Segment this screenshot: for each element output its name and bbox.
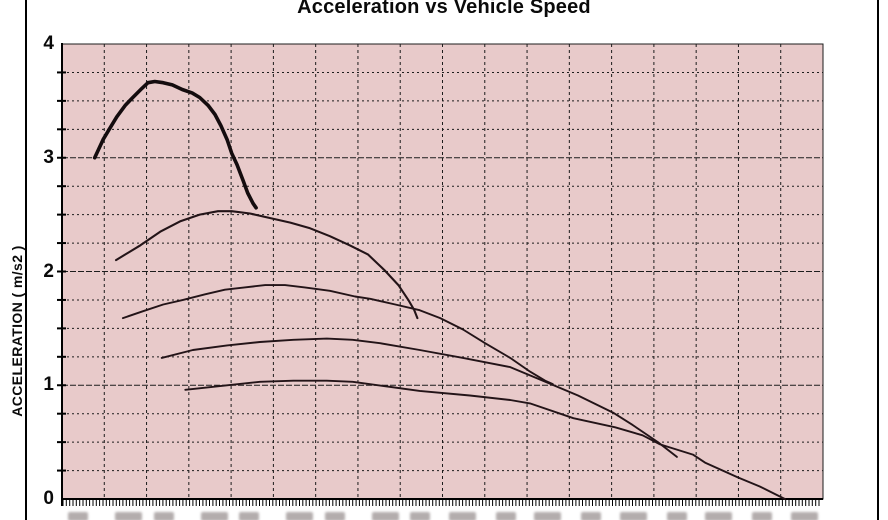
- curve-1-thick: [92, 79, 258, 210]
- y-tick-label-0: 0: [43, 488, 54, 509]
- chart-title: Acceleration vs Vehicle Speed: [297, 0, 591, 18]
- curve-4: [160, 337, 678, 458]
- clipped-x-label-fragment: [790, 512, 818, 520]
- y-tick-label-4: 4: [43, 33, 54, 54]
- y-tick-label-2: 2: [43, 260, 54, 282]
- curve-3: [121, 284, 554, 386]
- clipped-x-label-fragment: [371, 512, 399, 520]
- clipped-x-label-fragment: [752, 512, 773, 520]
- clipped-x-label-fragment: [286, 512, 314, 520]
- clipped-x-label-fragment: [705, 512, 733, 520]
- clipped-x-label-fragment: [581, 512, 602, 520]
- y-tick-label-1: 1: [43, 374, 54, 396]
- curve-2: [114, 210, 419, 320]
- x-axis-minor-ticks: [62, 499, 820, 506]
- clipped-x-label-fragment: [448, 512, 476, 520]
- clipped-x-label-fragment: [153, 512, 174, 520]
- chart-frame-right-border: [877, 0, 879, 520]
- chart-frame-left-border: [25, 0, 27, 520]
- clipped-x-label-fragment: [666, 512, 687, 520]
- clipped-x-label-fragment: [410, 512, 431, 520]
- curve-5: [184, 379, 786, 500]
- clipped-x-label-fragment: [534, 512, 562, 520]
- y-tick-label-3: 3: [43, 146, 54, 168]
- clipped-x-label-fragment: [200, 512, 228, 520]
- clipped-x-label-fragment: [619, 512, 647, 520]
- clipped-x-label-fragment: [68, 512, 88, 520]
- clipped-x-label-fragment: [495, 512, 516, 520]
- clipped-x-label-fragment: [115, 512, 143, 520]
- clipped-x-label-fragment: [324, 512, 345, 520]
- clipped-x-label-fragment: [239, 512, 260, 520]
